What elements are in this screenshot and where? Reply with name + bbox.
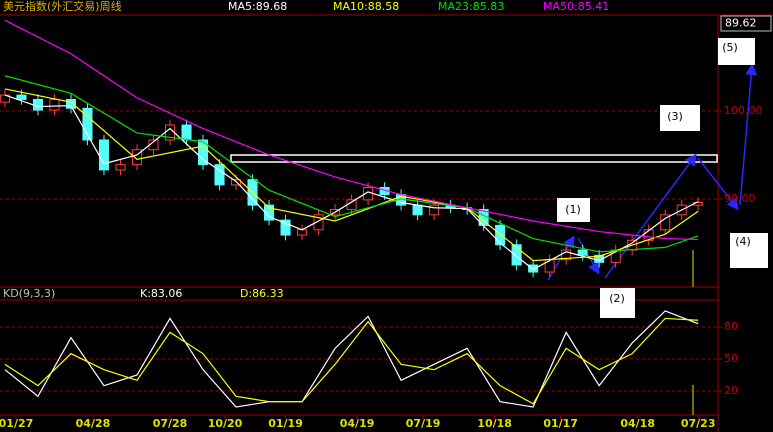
series-line [4,88,699,262]
note: (5) [722,41,738,54]
note: (4) [735,235,751,248]
arrow [577,237,600,275]
candle-body [313,214,324,231]
y-tick-label: 80 [724,320,738,333]
note: (2) [609,292,625,305]
x-tick-label: 07/19 [406,417,441,430]
legend-entry: MA50:85.41 [543,0,609,13]
x-tick-label: 07/23 [681,417,716,430]
x-tick-label: 01/17 [543,417,578,430]
x-tick-label: 01/27 [0,417,33,430]
candle-body [65,99,77,109]
candle-body [280,219,291,236]
note-box [660,105,700,131]
candle-body [264,204,275,221]
note-box [600,288,635,318]
note: (1) [565,203,581,216]
candle-body [32,99,44,111]
x-tick-label: 04/28 [76,417,111,430]
annotation-boxes: (1) (2) (3) (4) (5) [557,38,768,318]
note-box [557,198,590,222]
arrow [739,63,758,206]
candle-body [181,124,192,141]
x-tick-label: 01/19 [268,417,303,430]
x-tick-label: 04/19 [340,417,375,430]
candle-body [82,107,93,141]
current-price: 89.62 [725,17,757,30]
candle-body [16,94,27,101]
candle-body [297,229,308,236]
note-box [730,233,768,268]
x-tick-label: 10/20 [208,417,243,430]
x-tick-label: 04/18 [620,417,655,430]
candle-body [528,264,539,273]
candle-body [214,164,225,186]
highlight-box [230,154,718,163]
series-line [4,75,699,253]
series-line [4,19,699,241]
candle-body [412,204,423,216]
candle-body [610,249,621,263]
legend-entry: K:83.06 [140,287,182,300]
legend-entry: D:86.33 [240,287,284,300]
panel-title: KD(9,3,3) [3,287,55,300]
legend-entry: MA23:85.83 [438,0,504,13]
arrow [697,157,739,211]
series-line [4,94,699,271]
note-box [718,38,755,65]
y-tick-label: 90.00 [724,192,756,205]
x-tick-label: 10/18 [477,417,512,430]
candle-body [98,139,110,171]
candle-body [577,249,588,256]
candle-body [230,179,242,186]
x-tick-label: 07/28 [153,417,188,430]
price-box [720,15,772,32]
candle-body [429,204,440,216]
candle-body [643,229,654,241]
legend-entry: MA5:89.68 [228,0,287,13]
candle-body [115,164,126,171]
note: (3) [667,110,683,123]
y-tick-label: 20 [724,384,738,397]
y-tick-label: 50 [724,352,738,365]
candle-body [544,259,555,273]
y-tick-label: 100.00 [724,104,763,117]
chart-title: 美元指数(外汇交易)周线 [3,0,122,13]
candle-body [131,149,143,166]
candle-body [495,224,506,246]
candle-body [49,99,60,111]
candle-body [511,244,522,266]
legend-entry: MA10:88.58 [333,0,399,13]
series-line [4,317,699,405]
candle-body [197,139,209,166]
